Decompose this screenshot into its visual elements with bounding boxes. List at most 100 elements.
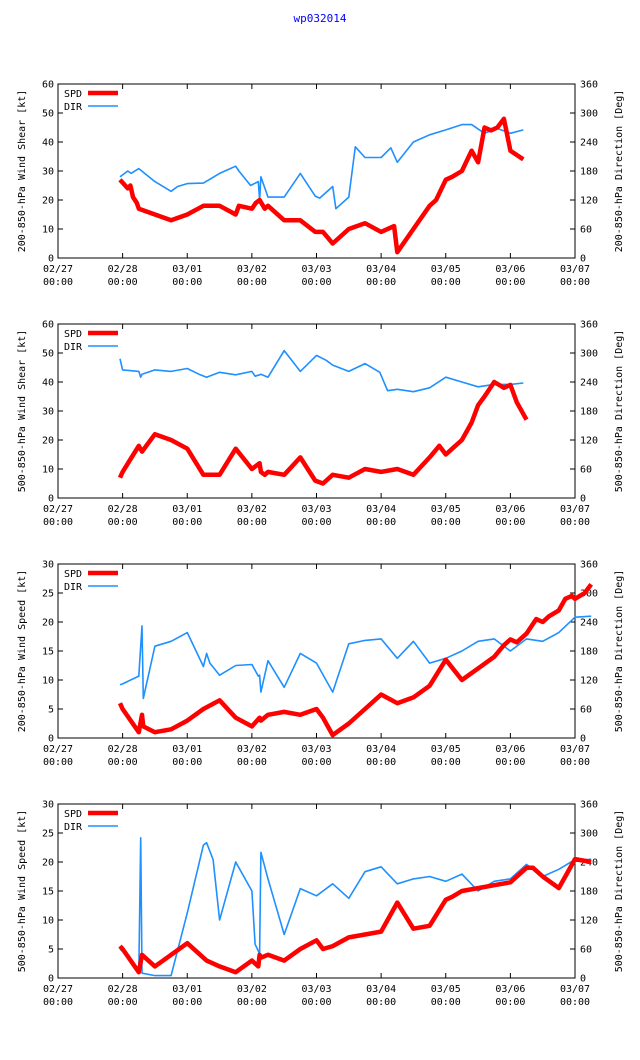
x-tick-label-time: 00:00 [431,277,461,288]
y2-tick-label: 180 [580,887,598,898]
x-tick-label-time: 00:00 [237,997,267,1008]
y-tick-label: 40 [42,378,54,389]
dir-series-line [119,123,524,210]
x-tick-label-date: 03/01 [172,504,202,515]
x-tick-label-date: 02/28 [108,984,138,995]
y2-tick-label: 0 [580,974,586,985]
y2-tick-label: 120 [580,676,598,687]
x-tick-label-time: 00:00 [495,517,525,528]
y2-tick-label: 240 [580,618,598,629]
y-tick-label: 0 [48,734,54,745]
dir-series-line [119,615,592,700]
y-tick-label: 5 [48,945,54,956]
legend: SPD DIR [64,569,118,593]
x-tick-label-time: 00:00 [43,277,73,288]
legend-spd-label: SPD [64,809,82,820]
x-tick-label-time: 00:00 [172,997,202,1008]
x-tick-label-time: 00:00 [108,517,138,528]
spd-series-line [117,582,594,738]
y-tick-label: 60 [42,320,54,331]
y-tick-label: 50 [42,349,54,360]
y2-tick-label: 180 [580,407,598,418]
y2-tick-label: 300 [580,349,598,360]
x-tick-label-time: 00:00 [301,997,331,1008]
x-tick-label-time: 00:00 [237,517,267,528]
y-tick-label: 30 [42,407,54,418]
spd-series-line [118,856,592,975]
spd-series-line [118,116,525,255]
y2-axis-label: 500-850-hPa Direction [Deg] [614,810,625,973]
y-tick-label: 15 [42,887,54,898]
x-tick-label-time: 00:00 [172,517,202,528]
x-tick-label-date: 02/27 [43,984,73,995]
legend-spd-label: SPD [64,569,82,580]
x-tick-label-time: 00:00 [560,757,590,768]
legend-dir-label: DIR [64,102,83,113]
y2-axis-label: 500-850-hPa Direction [Deg] [614,330,625,493]
y-tick-label: 0 [48,254,54,265]
y2-tick-label: 240 [580,378,598,389]
y-tick-label: 25 [42,589,54,600]
x-tick-label-date: 03/02 [237,504,267,515]
x-tick-label-time: 00:00 [431,757,461,768]
y2-tick-label: 120 [580,436,598,447]
y-tick-label: 0 [48,494,54,505]
x-tick-label-date: 03/05 [431,504,461,515]
x-tick-label-date: 03/05 [431,984,461,995]
y-tick-label: 20 [42,618,54,629]
x-tick-label-date: 03/05 [431,744,461,755]
y-tick-label: 10 [42,676,54,687]
spd-series-line [117,379,529,486]
y-tick-label: 20 [42,858,54,869]
x-tick-label-time: 00:00 [366,997,396,1008]
y-tick-label: 30 [42,167,54,178]
x-tick-label-time: 00:00 [108,997,138,1008]
x-tick-label-date: 03/07 [560,984,590,995]
page-title: wp032014 [293,12,347,25]
y-axis-label: 200-850-hPa Wind Speed [kt] [17,570,28,733]
x-tick-label-time: 00:00 [108,757,138,768]
x-tick-label-time: 00:00 [237,757,267,768]
dir-series-line [119,836,592,977]
x-tick-label-time: 00:00 [495,997,525,1008]
x-tick-label-date: 03/06 [495,264,525,275]
legend: SPD DIR [64,329,118,353]
y2-tick-label: 360 [580,560,598,571]
x-tick-label-time: 00:00 [172,757,202,768]
y2-tick-label: 360 [580,800,598,811]
x-tick-label-date: 03/01 [172,984,202,995]
y-tick-label: 20 [42,436,54,447]
x-tick-label-date: 03/03 [301,744,331,755]
x-tick-label-time: 00:00 [301,757,331,768]
x-tick-label-date: 03/07 [560,264,590,275]
legend: SPD DIR [64,809,118,833]
plot-frame [57,803,576,979]
y-tick-label: 20 [42,196,54,207]
x-tick-label-date: 03/04 [366,264,396,275]
y2-tick-label: 360 [580,80,598,91]
x-tick-label-time: 00:00 [172,277,202,288]
x-tick-label-time: 00:00 [237,277,267,288]
legend-dir-label: DIR [64,582,83,593]
x-tick-label-date: 02/27 [43,744,73,755]
y2-axis-label: 200-850-hPa Direction [Deg] [614,90,625,253]
chart-panel-2: 02/27 00:00 02/28 00:00 03/01 00:00 03/02 00:00… [17,320,625,529]
x-tick-label-date: 03/04 [366,744,396,755]
x-tick-label-time: 00:00 [560,997,590,1008]
chart-panel-3: 02/27 00:00 02/28 00:00 03/01 00:00 03/02 00:00… [17,560,625,769]
y-tick-label: 30 [42,560,54,571]
y-tick-label: 25 [42,829,54,840]
y-axis-label: 500-850-hPa Wind Speed [kt] [17,810,28,973]
y2-tick-label: 240 [580,138,598,149]
y2-tick-label: 60 [580,705,592,716]
y2-tick-label: 60 [580,465,592,476]
x-tick-label-date: 03/02 [237,984,267,995]
x-tick-label-date: 03/06 [495,984,525,995]
y2-tick-label: 120 [580,916,598,927]
x-tick-label-date: 03/01 [172,744,202,755]
x-tick-label-date: 03/01 [172,264,202,275]
plot-frame [57,323,576,499]
x-tick-label-time: 00:00 [43,997,73,1008]
legend-dir-label: DIR [64,342,83,353]
y-tick-label: 10 [42,225,54,236]
